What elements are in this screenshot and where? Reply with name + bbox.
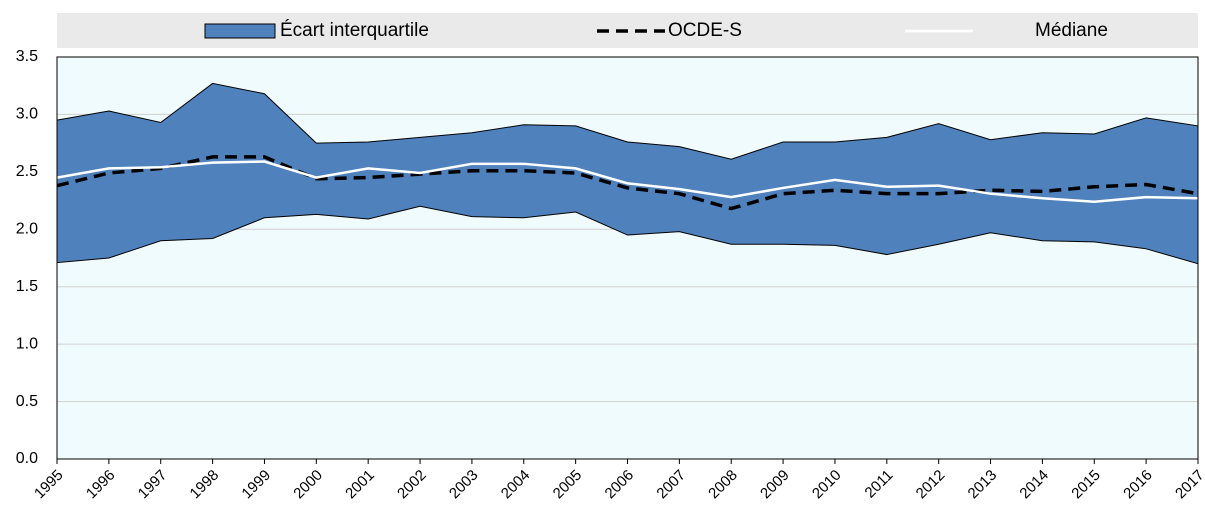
y-tick-label: 0.0 [16, 450, 38, 467]
x-tick-label: 2001 [342, 467, 378, 503]
x-tick-label: 2006 [602, 467, 638, 503]
legend-label: Médiane [1035, 20, 1108, 41]
x-tick-label: 2017 [1172, 467, 1205, 503]
line [56, 160, 1199, 203]
x-tick-label: 1998 [187, 467, 223, 503]
x-tick-label: 2003 [446, 467, 482, 503]
y-tick-label: 1.0 [16, 335, 38, 352]
x-tick-label: 1996 [83, 467, 119, 503]
x-tick-label: 2014 [1016, 467, 1052, 503]
x-tick-label: 2002 [394, 467, 430, 503]
x-tick-label: 2008 [705, 467, 741, 503]
x-tick-label: 2004 [498, 467, 534, 503]
x-tick-label: 2013 [965, 467, 1001, 503]
x-tick-label: 2009 [757, 467, 793, 503]
dashed-line [56, 155, 1199, 211]
legend-label: Écart interquartile [280, 20, 429, 41]
y-tick-label: 2.5 [16, 163, 38, 180]
x-tick-label: 2011 [862, 467, 897, 502]
y-tick-label: 3.0 [16, 106, 38, 123]
x-tick-label: 2016 [1120, 467, 1156, 503]
x-tick-label: 2015 [1068, 467, 1104, 503]
legend-label: OCDE-S [668, 20, 742, 41]
x-tick-label: 1999 [238, 467, 274, 503]
x-tick-label: 2010 [809, 467, 845, 503]
x-tick-label: 1997 [135, 467, 171, 503]
legend-swatch [204, 23, 276, 39]
x-tick-label: 2007 [653, 467, 689, 503]
x-tick-label: 2005 [550, 467, 586, 503]
x-tick-label: 1995 [31, 467, 67, 503]
y-tick-label: 0.5 [16, 393, 38, 410]
y-tick-label: 2.0 [16, 221, 38, 238]
y-tick-label: 1.5 [16, 278, 38, 295]
y-tick-label: 3.5 [16, 48, 38, 65]
x-tick-label: 2012 [913, 467, 949, 503]
x-tick-label: 2000 [290, 467, 326, 503]
